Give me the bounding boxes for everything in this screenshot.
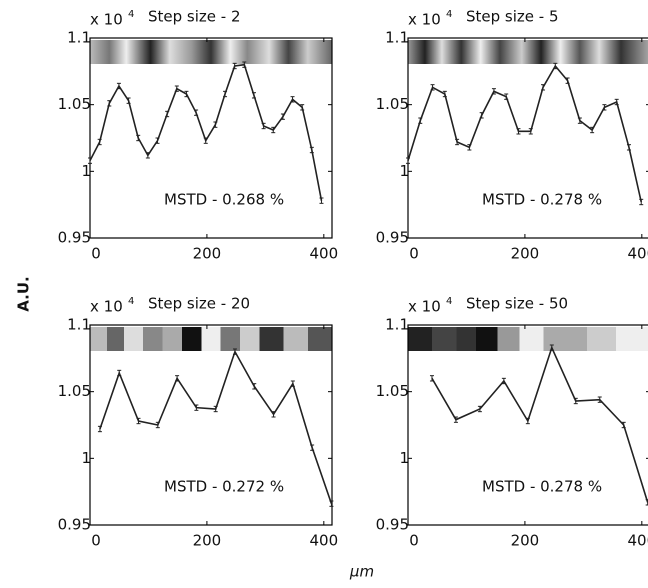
x-tick-label: 400 <box>627 532 648 550</box>
y-tick-label: 1.05 <box>376 95 409 113</box>
y-axis-label: A.U. <box>15 276 33 311</box>
multiplier: x 10 <box>408 298 441 316</box>
panel-title: Step size - 5 <box>466 8 559 26</box>
multiplier-exponent: 4 <box>128 9 134 20</box>
panel-title: Step size - 2 <box>148 8 241 26</box>
x-tick-label: 0 <box>409 532 419 550</box>
y-tick-label: 1.1 <box>385 29 409 47</box>
x-tick-label: 400 <box>309 532 338 550</box>
y-tick-label: 1.05 <box>58 382 91 400</box>
y-tick-label: 1.05 <box>376 382 409 400</box>
x-tick-label: 0 <box>409 245 419 263</box>
x-axis-label: μm <box>349 563 374 581</box>
x-tick-label: 200 <box>511 245 540 263</box>
multiplier-exponent: 4 <box>446 296 452 307</box>
y-tick-label: 1.05 <box>58 95 91 113</box>
x-tick-label: 0 <box>91 532 101 550</box>
annotation: MSTD - 0.278 % <box>482 478 602 496</box>
image-strip <box>90 327 332 351</box>
figure: A.U. μm 0.9511.051.10200400x 104Step siz… <box>0 0 648 588</box>
y-tick-label: 1.1 <box>67 316 91 334</box>
image-strip <box>408 40 648 64</box>
y-tick-label: 0.95 <box>58 516 91 534</box>
x-tick-label: 400 <box>309 245 338 263</box>
multiplier: x 10 <box>90 298 123 316</box>
image-strip <box>408 327 648 351</box>
multiplier-exponent: 4 <box>446 9 452 20</box>
multiplier-exponent: 4 <box>128 296 134 307</box>
panel-title: Step size - 20 <box>148 295 250 313</box>
x-tick-label: 200 <box>193 245 222 263</box>
y-tick-label: 1.1 <box>385 316 409 334</box>
y-tick-label: 0.95 <box>58 229 91 247</box>
annotation: MSTD - 0.272 % <box>164 478 284 496</box>
y-tick-label: 0.95 <box>376 516 409 534</box>
x-tick-label: 200 <box>193 532 222 550</box>
x-tick-label: 0 <box>91 245 101 263</box>
y-tick-label: 1.1 <box>67 29 91 47</box>
multiplier: x 10 <box>90 11 123 29</box>
image-strip <box>90 40 332 64</box>
panel-title: Step size - 50 <box>466 295 568 313</box>
x-tick-label: 200 <box>511 532 540 550</box>
x-tick-label: 400 <box>627 245 648 263</box>
y-tick-label: 0.95 <box>376 229 409 247</box>
multiplier: x 10 <box>408 11 441 29</box>
annotation: MSTD - 0.268 % <box>164 191 284 209</box>
annotation: MSTD - 0.278 % <box>482 191 602 209</box>
